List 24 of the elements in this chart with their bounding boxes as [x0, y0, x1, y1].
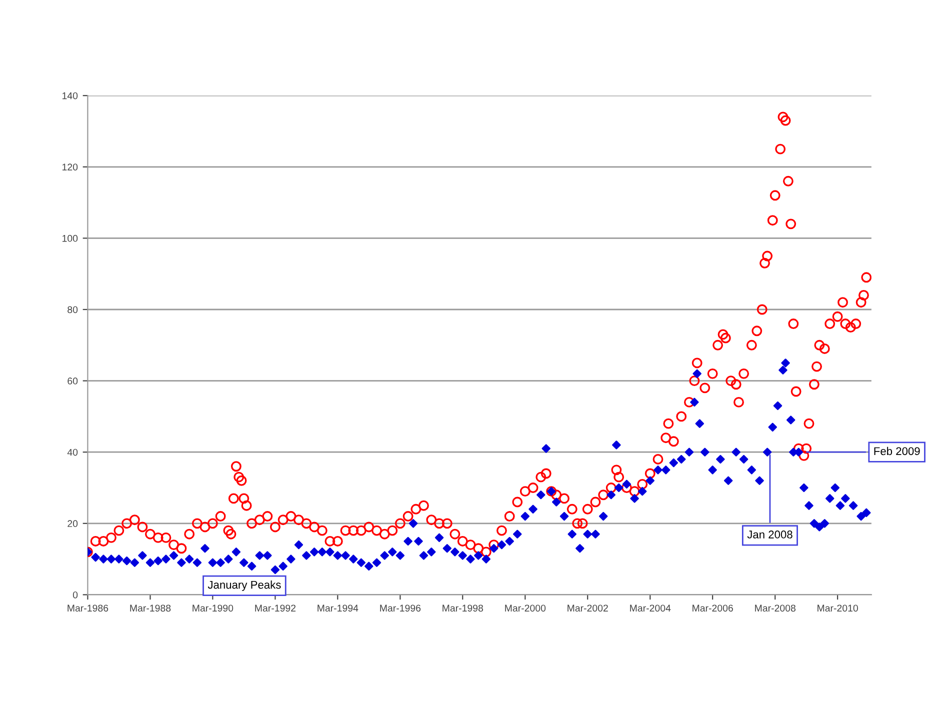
x-tick-label: Mar-2008	[755, 604, 796, 612]
x-tick-label: Mar-2010	[818, 604, 858, 612]
x-tick-label: Mar-2006	[692, 604, 733, 612]
x-tick-label: Mar-2000	[505, 604, 546, 612]
y-tick-label: 120	[62, 164, 78, 171]
x-tick-label: Mar-1988	[130, 604, 171, 612]
y-tick-label: 60	[68, 378, 78, 384]
y-tick-label: 40	[67, 448, 78, 456]
y-tick-label: 100	[62, 234, 78, 242]
y-tick-label: 20	[68, 520, 78, 528]
annotation: January Peaks	[208, 580, 281, 591]
y-tick-label: 80	[68, 306, 78, 314]
x-tick-label: Mar-2004	[630, 604, 671, 612]
x-tick-label: Mar-1986	[68, 604, 108, 612]
y-tick-label: 0	[72, 591, 78, 598]
x-tick-label: Mar-1992	[255, 604, 296, 612]
annotation: Jan 2008	[747, 530, 792, 538]
x-tick-label: Mar-1998	[442, 604, 484, 612]
y-tick-label: 140	[62, 92, 78, 100]
annotation: Feb 2009	[874, 446, 920, 456]
x-tick-label: Mar-2002	[568, 604, 608, 612]
x-tick-label: Mar-1996	[380, 604, 421, 612]
x-tick-label: Mar-1990	[192, 604, 234, 612]
x-tick-label: Mar-1994	[318, 604, 358, 612]
